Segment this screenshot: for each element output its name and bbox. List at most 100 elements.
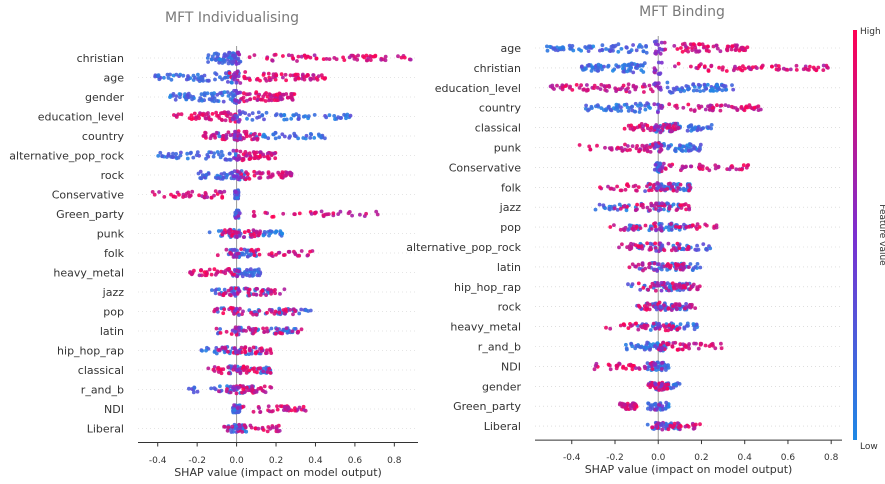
- shap-point: [256, 94, 261, 99]
- shap-point: [730, 83, 734, 87]
- shap-point: [258, 293, 263, 297]
- shap-point: [636, 185, 641, 190]
- shap-point: [225, 428, 230, 433]
- feature-row-hip_hop_rap: [626, 280, 702, 293]
- shap-point: [648, 245, 653, 250]
- shap-point: [648, 407, 653, 412]
- shap-point: [666, 146, 670, 151]
- shap-point: [242, 347, 247, 352]
- shap-point: [178, 72, 183, 77]
- shap-point: [267, 252, 272, 257]
- shap-point: [199, 176, 204, 181]
- shap-point: [207, 78, 211, 83]
- shap-point: [552, 87, 556, 91]
- shap-point: [670, 90, 675, 95]
- shap-point: [662, 184, 666, 189]
- shap-point: [657, 72, 662, 76]
- shap-point: [774, 63, 778, 68]
- shap-point: [215, 306, 220, 311]
- shap-point: [260, 113, 265, 117]
- shap-point: [646, 287, 650, 292]
- shap-point: [724, 69, 729, 73]
- shap-point: [646, 104, 651, 109]
- shap-point: [662, 40, 667, 45]
- shap-point: [664, 225, 669, 230]
- shap-point: [621, 227, 626, 232]
- shap-point: [654, 288, 658, 293]
- shap-point: [675, 347, 680, 352]
- shap-point: [627, 90, 632, 94]
- shap-point: [264, 78, 269, 83]
- shap-point: [655, 365, 660, 370]
- shap-point: [560, 45, 565, 50]
- shap-point: [671, 188, 676, 193]
- shap-point: [639, 244, 644, 249]
- shap-point: [598, 185, 602, 190]
- shap-point: [709, 63, 714, 68]
- shap-point: [655, 125, 660, 129]
- shap-point: [245, 98, 249, 103]
- shap-point: [259, 171, 264, 176]
- shap-point: [571, 48, 576, 53]
- shap-point: [587, 63, 591, 68]
- shap-point: [194, 115, 199, 120]
- shap-point: [641, 70, 646, 74]
- shap-point: [209, 134, 214, 139]
- shap-point: [656, 322, 661, 327]
- shap-point: [733, 48, 738, 52]
- shap-point: [368, 54, 373, 58]
- shap-point: [752, 105, 757, 110]
- shap-point: [660, 164, 665, 169]
- shap-point: [169, 192, 173, 197]
- shap-point: [663, 166, 668, 171]
- shap-point: [606, 362, 611, 367]
- shap-point: [229, 270, 234, 275]
- shap-point: [244, 170, 249, 175]
- shap-point: [676, 126, 680, 131]
- shap-point: [226, 425, 231, 430]
- shap-point: [631, 70, 636, 75]
- shap-point: [650, 367, 655, 371]
- shap-point: [697, 162, 702, 167]
- shap-point: [204, 116, 209, 121]
- shap-point: [619, 188, 624, 193]
- shap-point: [677, 243, 681, 248]
- shap-point: [293, 251, 297, 256]
- shap-point: [630, 62, 635, 66]
- shap-point: [794, 63, 799, 68]
- shap-point: [695, 243, 699, 248]
- shap-point: [666, 307, 671, 311]
- shap-point: [653, 163, 658, 167]
- shap-point: [600, 43, 605, 48]
- shap-point: [383, 54, 388, 59]
- shap-point: [683, 424, 688, 429]
- shap-point: [203, 134, 208, 139]
- shap-point: [302, 408, 306, 412]
- feature-label: country: [82, 130, 125, 143]
- shap-point: [196, 171, 201, 176]
- shap-point: [236, 56, 241, 61]
- shap-point: [658, 130, 663, 135]
- shap-point: [733, 64, 737, 69]
- shap-point: [198, 96, 203, 100]
- shap-point: [281, 327, 286, 332]
- shap-point: [299, 54, 304, 59]
- shap-point: [680, 166, 684, 171]
- shap-point: [206, 53, 211, 57]
- shap-point: [212, 133, 217, 138]
- shap-point: [234, 306, 239, 311]
- shap-point: [638, 106, 642, 111]
- shap-point: [643, 345, 648, 350]
- shap-point: [309, 212, 314, 216]
- shap-point: [692, 426, 697, 431]
- shap-point: [716, 164, 721, 169]
- shap-point: [243, 111, 248, 116]
- shap-point: [237, 211, 242, 216]
- shap-point: [638, 124, 642, 129]
- shap-point: [245, 268, 249, 272]
- shap-point: [252, 96, 257, 101]
- shap-point: [203, 273, 208, 278]
- feature-label: Green_party: [453, 400, 521, 413]
- shap-point: [280, 132, 285, 137]
- shap-point: [250, 384, 254, 388]
